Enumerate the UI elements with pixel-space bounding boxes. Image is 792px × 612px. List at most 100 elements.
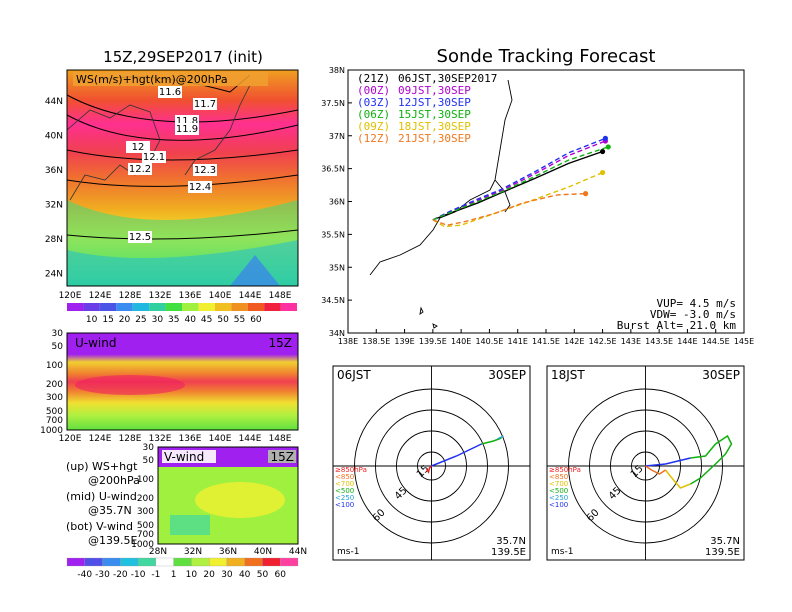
colorbar-swatch xyxy=(165,303,182,311)
colorbar-tick: 35 xyxy=(168,315,179,325)
legend-code: (09Z) xyxy=(357,120,390,133)
track-endpoint xyxy=(602,135,609,141)
hodograph-trace xyxy=(497,435,504,440)
colorbar-swatch xyxy=(66,557,85,567)
pressure-tick: 500 xyxy=(46,407,63,417)
x-tick-label: 139E xyxy=(394,337,414,346)
track-plot-frame xyxy=(347,69,745,334)
contour-label-box xyxy=(175,123,199,135)
pressure-tick: 100 xyxy=(137,475,154,485)
level-key: <700 xyxy=(335,480,354,488)
u-wind-time: 15Z xyxy=(269,336,293,350)
x-tick-label: 139.5E xyxy=(419,337,447,346)
hodograph-unit: ms-1 xyxy=(551,547,573,557)
pressure-tick: 100 xyxy=(46,361,63,371)
hodograph-06jst: 06JST 30SEP35.7N139.5Ems-1154560≥850hPa<8… xyxy=(332,365,531,561)
hodograph-lon: 139.5E xyxy=(491,547,526,558)
contour-label: 11.9 xyxy=(176,124,198,135)
legend-code: (06Z) xyxy=(357,108,390,121)
legend-label: 09JST,30SEP xyxy=(398,84,471,97)
colorbar-swatch xyxy=(116,303,133,311)
hodograph-unit: ms-1 xyxy=(337,547,359,557)
track-endpoint xyxy=(599,169,606,176)
legend-label: 21JST,30SEP xyxy=(398,132,471,145)
x-tick-label: 144E xyxy=(677,337,697,346)
colorbar-tick: 50 xyxy=(257,570,269,580)
lat-tick-label: 40N xyxy=(254,547,272,557)
colorbar-tick: -40 xyxy=(77,570,92,580)
colorbar-swatch xyxy=(182,303,199,311)
y-tick-label: 35.5N xyxy=(321,230,345,239)
lat-tick-label: 36N xyxy=(219,547,237,557)
colorbar-swatch xyxy=(280,557,299,567)
colorbar-tick: -1 xyxy=(151,570,160,580)
contour-label-box xyxy=(128,163,152,175)
colorbar-tick: 50 xyxy=(217,315,229,325)
contour-label: 11.7 xyxy=(194,99,216,110)
lon-tick-label: 120E xyxy=(59,291,82,301)
x-tick-label: 143.5E xyxy=(645,337,673,346)
colorbar-swatch xyxy=(137,557,156,567)
colorbar-tick: -10 xyxy=(131,570,146,580)
u-wind-lon-ticks: 120E 124E 128E 132E 136E 140E 144E 148E xyxy=(59,434,292,444)
u-wind-section xyxy=(66,332,299,431)
contour-label: 11.8 xyxy=(176,116,198,127)
map-label: WS(m/s)+hgt(km)@200hPa xyxy=(76,73,228,86)
legend-label: 15JST,30SEP xyxy=(398,108,471,121)
pressure-tick: 300 xyxy=(46,393,63,403)
x-tick-label: 138.5E xyxy=(362,337,390,346)
hodograph-trace xyxy=(425,465,433,474)
y-tick-label: 36N xyxy=(329,198,345,207)
legend-code: (03Z) xyxy=(357,96,390,109)
islands xyxy=(419,306,438,329)
x-tick-label: 143E xyxy=(621,337,641,346)
colorbar-swatch xyxy=(280,303,297,311)
pressure-tick: 300 xyxy=(137,507,154,517)
hodograph-lat: 35.7N xyxy=(710,536,740,547)
track-series xyxy=(432,135,611,228)
track-y-ticks: 38N 37.5N 37N 36.5N 36N 35.5N 35N 34.5N 34N xyxy=(321,66,352,338)
colorbar-tick: -30 xyxy=(95,570,110,580)
hodograph-trace xyxy=(645,465,666,475)
pressure-tick: 1000 xyxy=(131,540,154,550)
legend-code: (21Z) xyxy=(357,72,390,85)
colorbar-swatch xyxy=(132,303,150,311)
contour-label: 11.6 xyxy=(159,87,181,98)
lat-tick-label: 32N xyxy=(184,547,202,557)
level-key: <700 xyxy=(549,480,568,488)
hodograph-time: 18JST xyxy=(551,368,585,382)
colorbar-tick: 20 xyxy=(119,315,131,325)
level-key: <250 xyxy=(549,494,568,502)
legend-label: 12JST,30SEP xyxy=(398,96,471,109)
lon-tick-label: 148E xyxy=(269,291,292,301)
lon-tick-label: 120E xyxy=(59,434,82,444)
contour-label-box xyxy=(188,181,212,193)
colorbar-swatch xyxy=(120,557,139,567)
note-bot: (bot) V-wind xyxy=(66,520,133,533)
track-endpoint xyxy=(583,191,589,197)
hodograph-trace xyxy=(645,457,691,467)
x-tick-label: 142.5E xyxy=(589,337,617,346)
colorbar-swatch xyxy=(83,303,100,311)
x-tick-label: 140.5E xyxy=(475,337,503,346)
colorbar-swatch xyxy=(247,303,265,311)
pressure-tick: 30 xyxy=(143,443,155,453)
colorbar-tick: 25 xyxy=(135,315,146,325)
colorbar-swatch xyxy=(191,557,210,567)
v-wind-colorbar: -40 -30 -20 -10 -1 1 10 20 30 40 50 60 xyxy=(66,557,299,580)
right-title: Sonde Tracking Forecast xyxy=(437,46,656,67)
track-endpoint xyxy=(599,148,606,155)
note-up-level: @200hPa xyxy=(88,474,140,487)
pressure-tick: 200 xyxy=(137,494,154,504)
colorbar-tick: 60 xyxy=(275,570,287,580)
pressure-tick: 700 xyxy=(137,530,154,540)
y-tick-label: 36.5N xyxy=(321,165,345,174)
y-tick-label: 37.5N xyxy=(321,99,345,108)
colorbar-swatch xyxy=(198,303,215,311)
contour-label: 12.4 xyxy=(189,182,211,193)
colorbar-tick: 30 xyxy=(152,315,164,325)
lon-tick-label: 124E xyxy=(89,434,112,444)
pressure-tick: 30 xyxy=(52,329,64,339)
